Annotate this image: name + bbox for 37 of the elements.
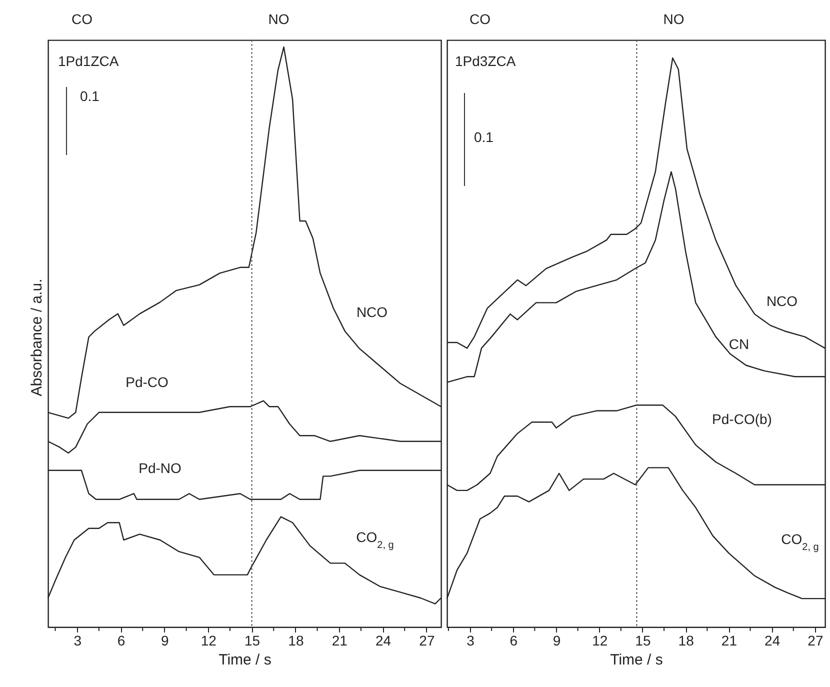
text: CO$_{2, g}$	[781, 531, 819, 552]
x-tick-label: 12	[592, 632, 608, 648]
chart-title: 1Pd1ZCA	[58, 53, 120, 69]
x-tick-label: 27	[808, 632, 824, 648]
x-tick-label: 6	[117, 632, 126, 648]
series-label: CO$_{2, g}$	[356, 529, 394, 550]
series-label: Pd-NO	[138, 460, 182, 476]
x-tick-label: 3	[466, 632, 475, 648]
series-label: Pd-CO(b)	[712, 411, 772, 427]
series-label: Pd-CO	[126, 374, 168, 390]
annotation: 0.1	[474, 129, 494, 145]
text: NO	[663, 11, 684, 27]
y-axis-title: Absorbance / a.u.	[28, 278, 46, 396]
x-tick-label: 6	[510, 632, 518, 648]
chart-title: 1Pd3ZCA	[455, 53, 516, 69]
series-label: NCO	[766, 293, 798, 309]
series-label: CN	[728, 336, 750, 352]
x-tick-label: 3	[74, 632, 82, 648]
x-tick-label: 21	[332, 632, 348, 648]
x-tick-label: 18	[288, 632, 304, 648]
x-tick-label: 12	[200, 632, 217, 648]
x-tick-label: 24	[764, 632, 780, 648]
x-tick-label: 15	[244, 632, 260, 648]
x-tick-label: 9	[552, 632, 561, 648]
x-tick-label: 21	[721, 632, 738, 648]
annotation: 0.1	[80, 88, 100, 104]
x-tick-label: 9	[161, 632, 170, 648]
text: CO	[72, 11, 93, 27]
series-label: NCO	[356, 304, 388, 320]
x-axis-title: Time / s	[610, 652, 663, 668]
x-tick-label: 15	[635, 632, 651, 648]
x-tick-label: 18	[678, 632, 694, 648]
x-tick-label: 27	[419, 632, 435, 648]
text: CO	[470, 11, 491, 27]
x-axis-title: Time / s	[218, 652, 272, 668]
text: NO	[268, 11, 290, 27]
x-tick-label: 24	[375, 632, 392, 648]
